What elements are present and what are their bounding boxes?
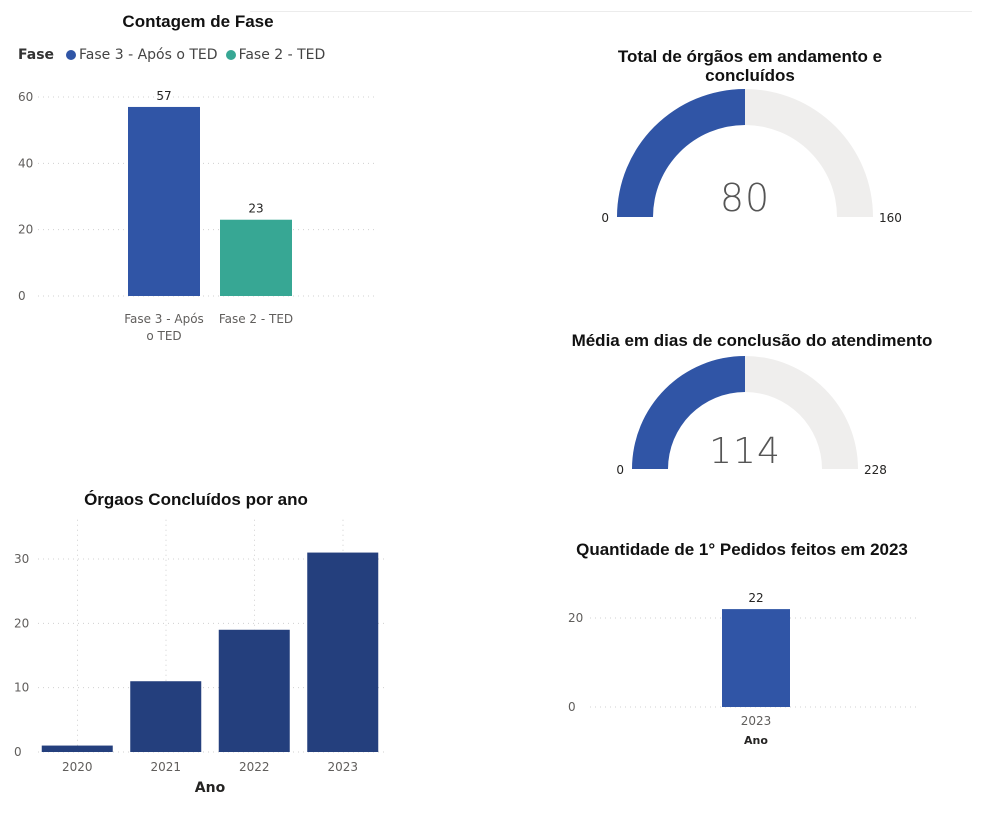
legend-item-fase3[interactable]: Fase 3 - Após o TED <box>66 47 218 63</box>
gauge-fill <box>617 89 745 217</box>
y-tick-label: 40 <box>18 156 33 170</box>
top-divider <box>250 11 972 12</box>
panel-contagem-fase[interactable]: Contagem de Fase Fase Fase 3 - Após o TE… <box>0 0 400 360</box>
chart-ano: 0 10 20 30 2020 2021 2022 2023 Ano <box>14 519 385 796</box>
bar-2023 <box>307 552 379 752</box>
y-tick-label: 30 <box>14 552 29 566</box>
gauge-media: 114 0 228 <box>616 356 887 477</box>
x-tick-label: 2023 <box>741 714 772 728</box>
chart-title-gauge-media: Média em dias de conclusão do atendiment… <box>571 331 933 350</box>
gauge-total: 80 0 160 <box>601 89 902 225</box>
chart-fase: 0 20 40 60 57 Fase 3 - Após o TED 23 Fase 2 - TE… <box>18 89 375 343</box>
chart-title-fase: Contagem de Fase <box>122 12 274 31</box>
chart-pedidos: 0 20 22 2023 Ano <box>568 591 918 747</box>
gauge-value: 80 <box>720 176 770 220</box>
y-tick-label: 20 <box>18 223 33 237</box>
gauge-max-label: 228 <box>864 463 887 477</box>
y-tick-label: 60 <box>18 90 33 104</box>
y-tick-label: 0 <box>568 700 576 714</box>
title-line: Total de órgãos em andamento e <box>617 47 883 66</box>
legend-label: Fase 3 - Após o TED <box>79 47 218 63</box>
legend-title: Fase <box>18 47 55 63</box>
legend-fase: Fase Fase 3 - Após o TED Fase 2 - TED <box>18 47 333 63</box>
bar-fase-3-ap-s-o-ted <box>128 106 200 296</box>
bar-2023 <box>722 609 790 707</box>
bar-2021 <box>130 681 202 752</box>
chart-title-pedidos: Quantidade de 1° Pedidos feitos em 2023 <box>576 540 908 559</box>
legend-item-fase2[interactable]: Fase 2 - TED <box>225 47 326 63</box>
data-label: 57 <box>156 89 171 103</box>
panel-gauge-total[interactable]: Total de órgãos em andamento e concluído… <box>560 40 940 230</box>
chart-title-gauge-total: Total de órgãos em andamento e concluído… <box>580 47 920 85</box>
data-label: 22 <box>748 591 763 605</box>
legend-label: Fase 2 - TED <box>238 47 326 63</box>
y-tick-label: 20 <box>568 611 583 625</box>
gauge-min-label: 0 <box>601 211 609 225</box>
bar-fase-2-ted <box>220 219 292 296</box>
x-tick-label: o TED <box>146 329 181 343</box>
legend-dot-icon <box>225 50 236 60</box>
bar-2020 <box>41 745 113 752</box>
x-tick-label: Fase 3 - Após <box>124 312 204 326</box>
x-tick-label: 2022 <box>239 760 270 774</box>
gauge-fill <box>632 356 745 469</box>
x-tick-label: 2021 <box>150 760 181 774</box>
y-tick-label: 0 <box>14 745 22 759</box>
data-label: 23 <box>248 202 263 216</box>
x-axis-title: Ano <box>195 780 226 796</box>
gauge-value: 114 <box>709 431 781 472</box>
y-tick-label: 20 <box>14 616 29 630</box>
gauge-max-label: 160 <box>879 211 902 225</box>
legend-dot-icon <box>66 50 77 60</box>
x-tick-label: 2023 <box>327 760 358 774</box>
x-tick-label: Fase 2 - TED <box>219 312 293 326</box>
chart-title-ano: Órgaos Concluídos por ano <box>84 490 308 509</box>
x-axis-title: Ano <box>744 734 768 747</box>
gauge-min-label: 0 <box>616 463 624 477</box>
y-tick-label: 0 <box>18 289 26 303</box>
bar-2022 <box>218 629 290 752</box>
y-tick-label: 10 <box>14 681 29 695</box>
x-tick-label: 2020 <box>62 760 93 774</box>
title-line: concluídos <box>705 66 795 85</box>
